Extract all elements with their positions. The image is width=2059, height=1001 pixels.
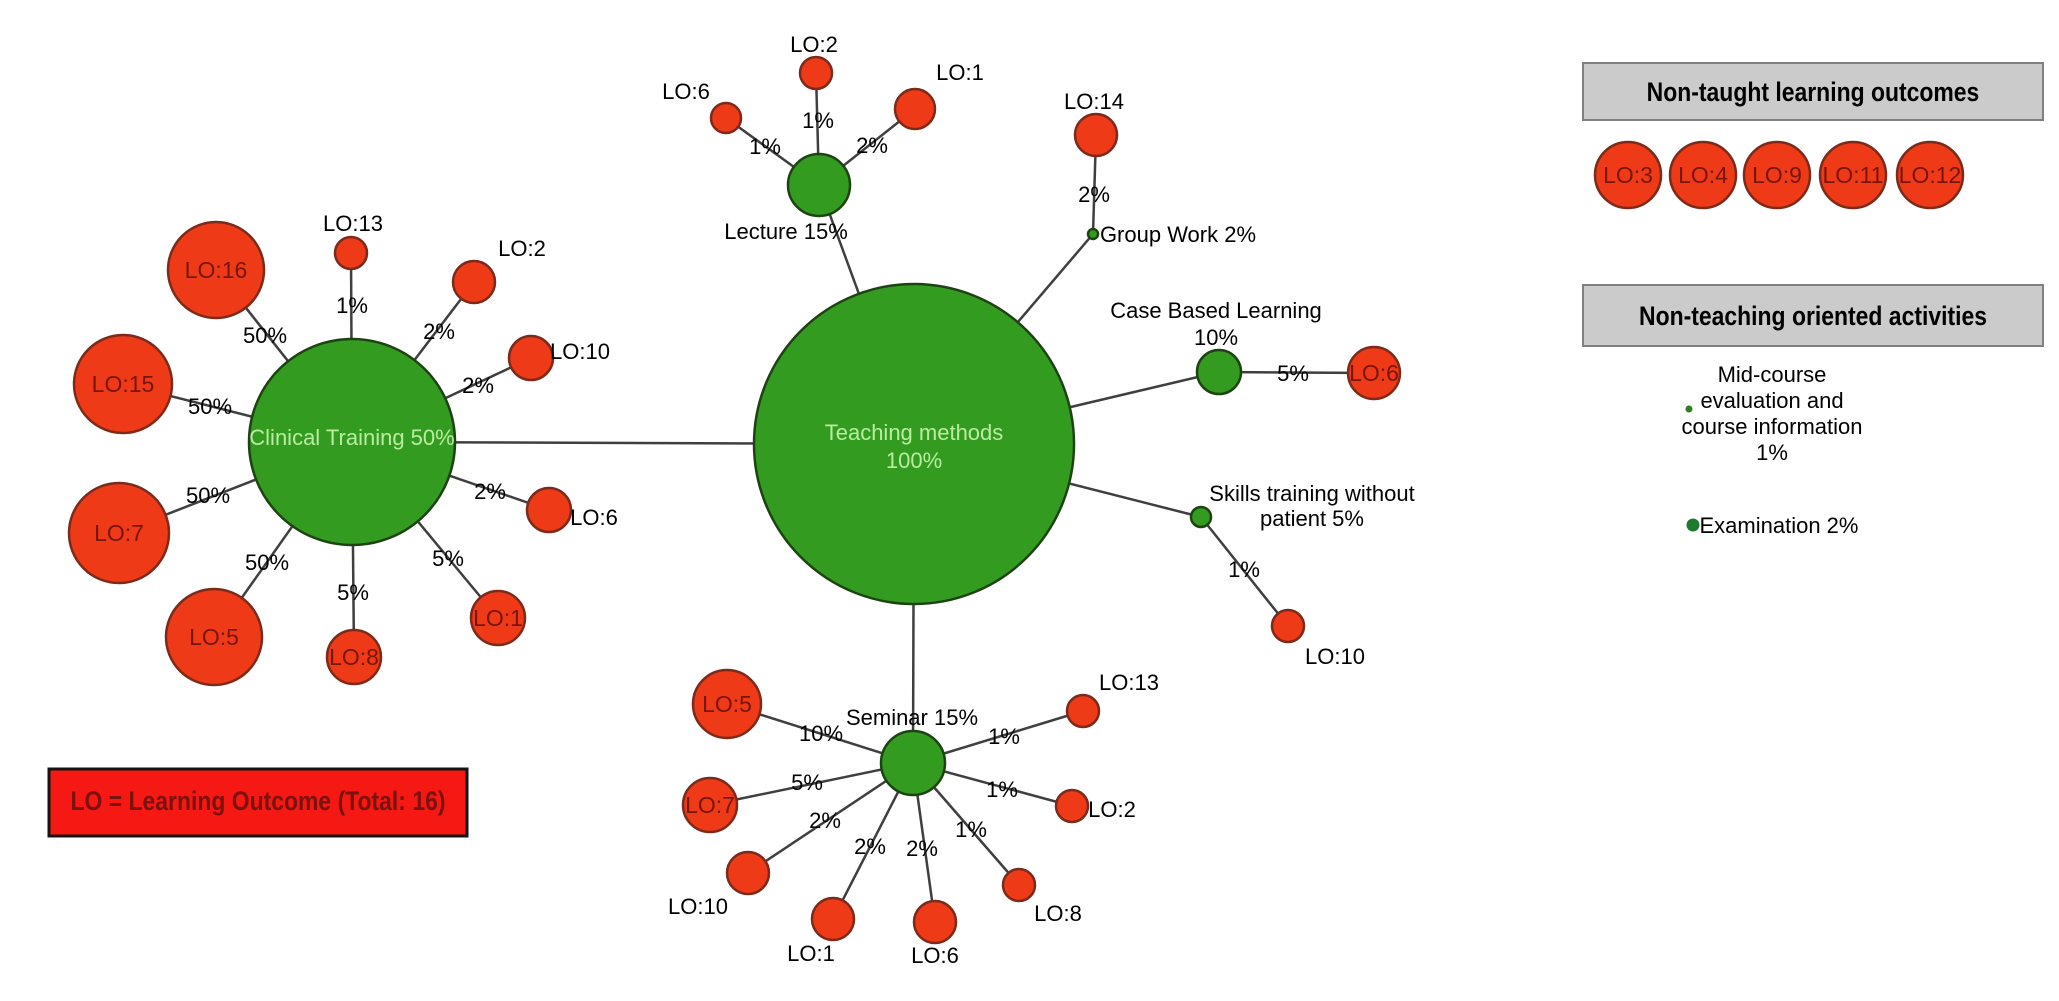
svg-text:Mid-course: Mid-course [1718,362,1827,387]
svg-text:5%: 5% [432,546,464,571]
svg-text:LO:4: LO:4 [1678,162,1728,188]
svg-text:5%: 5% [337,580,369,605]
svg-text:2%: 2% [906,836,938,861]
svg-text:LO:16: LO:16 [185,257,248,283]
svg-text:LO:6: LO:6 [570,505,618,530]
svg-text:50%: 50% [243,323,287,348]
svg-text:1%: 1% [986,777,1018,802]
svg-text:Non-teaching oriented activiti: Non-teaching oriented activities [1639,301,1987,331]
svg-text:Examination 2%: Examination 2% [1700,513,1859,538]
svg-text:10%: 10% [799,721,843,746]
svg-text:Non-taught learning outcomes: Non-taught learning outcomes [1647,77,1980,107]
svg-text:5%: 5% [1277,361,1309,386]
svg-text:2%: 2% [474,479,506,504]
svg-text:LO:12: LO:12 [1899,162,1962,188]
svg-text:50%: 50% [245,550,289,575]
svg-text:LO:5: LO:5 [702,691,752,717]
svg-text:LO:8: LO:8 [329,644,379,670]
svg-text:50%: 50% [188,394,232,419]
svg-text:LO:1: LO:1 [787,941,835,966]
svg-text:1%: 1% [988,724,1020,749]
svg-text:LO:3: LO:3 [1603,162,1653,188]
svg-text:LO:9: LO:9 [1752,162,1802,188]
svg-text:LO:10: LO:10 [550,339,610,364]
svg-text:Group Work 2%: Group Work 2% [1100,222,1256,247]
svg-text:evaluation and: evaluation and [1700,388,1843,413]
svg-text:1%: 1% [802,108,834,133]
svg-text:Skills training without: Skills training without [1209,481,1414,506]
svg-text:2%: 2% [854,834,886,859]
svg-text:2%: 2% [1078,182,1110,207]
svg-text:LO:7: LO:7 [94,520,144,546]
svg-text:LO:1: LO:1 [936,60,984,85]
svg-text:50%: 50% [186,483,230,508]
svg-text:2%: 2% [809,808,841,833]
svg-text:Teaching methods: Teaching methods [825,420,1004,445]
svg-text:2%: 2% [462,373,494,398]
svg-text:LO:10: LO:10 [1305,644,1365,669]
svg-text:LO:2: LO:2 [498,236,546,261]
svg-text:10%: 10% [1194,325,1238,350]
svg-text:Seminar 15%: Seminar 15% [846,705,978,730]
svg-text:Lecture 15%: Lecture 15% [724,219,848,244]
svg-text:2%: 2% [856,133,888,158]
svg-text:1%: 1% [955,817,987,842]
svg-text:LO:2: LO:2 [1088,797,1136,822]
svg-text:LO:6: LO:6 [1349,360,1399,386]
svg-text:1%: 1% [749,134,781,159]
svg-text:100%: 100% [886,448,942,473]
svg-text:LO:15: LO:15 [92,371,155,397]
svg-text:LO:11: LO:11 [1823,162,1884,188]
svg-text:LO:14: LO:14 [1064,89,1124,114]
svg-text:LO:13: LO:13 [1099,670,1159,695]
svg-text:LO:10: LO:10 [668,894,728,919]
svg-text:LO:6: LO:6 [911,943,959,968]
svg-text:LO = Learning Outcome (Total:: LO = Learning Outcome (Total: 16) [71,786,446,816]
svg-text:5%: 5% [791,770,823,795]
svg-text:LO:1: LO:1 [473,605,523,631]
svg-text:Clinical Training 50%: Clinical Training 50% [249,425,454,450]
svg-text:LO:8: LO:8 [1034,901,1082,926]
svg-text:patient 5%: patient 5% [1260,506,1364,531]
svg-text:1%: 1% [1228,557,1260,582]
svg-text:LO:5: LO:5 [189,624,239,650]
svg-text:LO:6: LO:6 [662,79,710,104]
svg-text:course information: course information [1682,414,1863,439]
svg-text:LO:7: LO:7 [685,792,735,818]
svg-text:LO:2: LO:2 [790,32,838,57]
svg-text:1%: 1% [1756,440,1788,465]
svg-text:1%: 1% [336,293,368,318]
svg-text:Case Based Learning: Case Based Learning [1110,298,1322,323]
svg-text:LO:13: LO:13 [323,211,383,236]
svg-text:2%: 2% [423,319,455,344]
